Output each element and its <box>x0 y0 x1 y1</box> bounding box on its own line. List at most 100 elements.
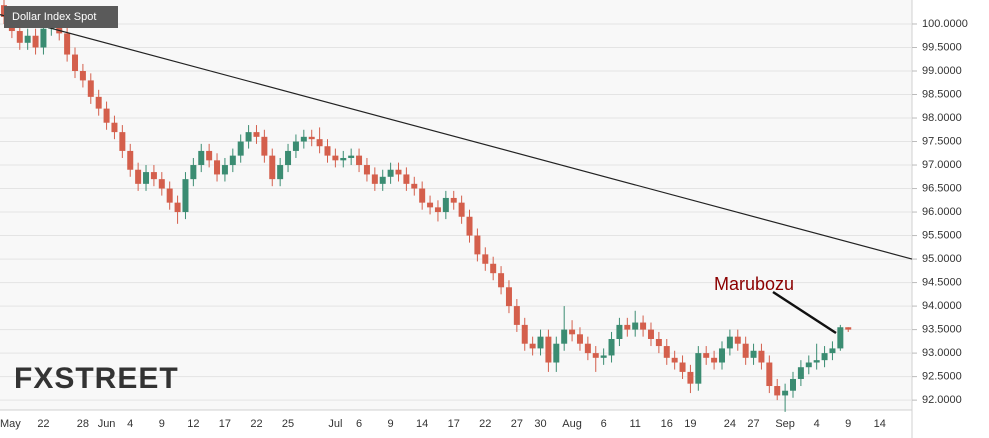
candle-body <box>348 155 355 158</box>
x-tick-label: 9 <box>159 418 165 430</box>
candle-body <box>647 329 654 340</box>
candle-body <box>442 197 449 213</box>
x-tick-label: 14 <box>874 418 886 430</box>
candle-body <box>190 165 197 180</box>
candle-body <box>40 28 47 48</box>
y-tick-label: 98.0000 <box>922 112 962 124</box>
candle-body <box>498 273 505 288</box>
candle-body <box>324 146 331 156</box>
candle-body <box>292 141 299 151</box>
candle-body <box>119 132 126 151</box>
x-tick-label: 24 <box>724 418 736 430</box>
candle-body <box>32 35 39 48</box>
x-tick-label: 12 <box>187 418 199 430</box>
candle-body <box>813 360 820 363</box>
candle-body <box>127 150 134 170</box>
candle-body <box>285 150 292 166</box>
candle-body <box>371 174 378 184</box>
candle-body <box>774 386 781 396</box>
candle-body <box>513 306 520 325</box>
candle-body <box>395 169 402 175</box>
x-tick-label: 27 <box>747 418 759 430</box>
candle-body <box>419 188 426 203</box>
candle-body <box>655 339 662 347</box>
candle-body <box>403 174 410 184</box>
candle-body <box>608 339 615 356</box>
candle-body <box>253 132 260 137</box>
candle-body <box>726 336 733 349</box>
x-tick-label: 22 <box>479 418 491 430</box>
y-tick-label: 93.0000 <box>922 347 962 359</box>
candle-body <box>703 353 710 358</box>
candle-body <box>356 155 363 166</box>
candle-body <box>111 122 118 133</box>
candle-body <box>182 179 189 213</box>
candle-body <box>679 362 686 372</box>
y-tick-label: 94.0000 <box>922 300 962 312</box>
candle-body <box>198 150 205 166</box>
candle-body <box>569 329 576 335</box>
candle-body <box>458 202 465 217</box>
y-tick-label: 93.5000 <box>922 324 962 336</box>
watermark: FXSTREET <box>14 362 179 395</box>
annotation: Marubozu <box>714 274 794 294</box>
x-tick-label: 22 <box>37 418 49 430</box>
candle-body <box>237 141 244 156</box>
candle-body <box>805 362 812 368</box>
y-tick-label: 92.5000 <box>922 371 962 383</box>
candle-body <box>206 150 213 161</box>
candle-body <box>734 336 741 344</box>
candle-body <box>797 367 804 379</box>
candle-body <box>821 353 828 361</box>
x-tick-label: 4 <box>127 418 133 430</box>
candle-body <box>592 353 599 358</box>
candle-body <box>474 235 481 255</box>
x-tick-label: 6 <box>601 418 607 430</box>
x-tick-label: 4 <box>814 418 820 430</box>
candle-body <box>245 132 252 142</box>
x-tick-label: Aug <box>562 418 582 430</box>
y-tick-label: 97.0000 <box>922 159 962 171</box>
candle-body <box>79 70 86 81</box>
candle-body <box>363 165 370 175</box>
candle-body <box>718 348 725 363</box>
x-tick-label: 6 <box>356 418 362 430</box>
candle-body <box>521 324 528 344</box>
x-tick-label: Sep <box>775 418 795 430</box>
candle-body <box>229 155 236 166</box>
candle-body <box>277 165 284 180</box>
candle-body <box>269 155 276 180</box>
y-tick-label: 96.0000 <box>922 206 962 218</box>
candle-body <box>72 54 79 71</box>
candle-body <box>340 157 347 161</box>
candle-body <box>135 169 142 184</box>
candle-body <box>545 336 552 363</box>
annotation-arrow <box>772 290 837 335</box>
candle-body <box>750 350 757 358</box>
candle-body <box>56 23 63 34</box>
candle-body <box>434 207 441 213</box>
candle-body <box>103 108 110 123</box>
candle-body <box>332 155 339 161</box>
candle-body <box>490 263 497 274</box>
candle-body <box>411 183 418 189</box>
candle-body <box>600 355 607 358</box>
candle-body <box>845 327 852 330</box>
x-tick-label: 14 <box>416 418 428 430</box>
candle-body <box>24 35 31 43</box>
candle-body <box>427 202 434 208</box>
candle-body <box>379 176 386 184</box>
candle-body <box>300 136 307 142</box>
candle-body <box>640 322 647 330</box>
candle-body <box>671 357 678 363</box>
candle-body <box>87 80 94 97</box>
candle-body <box>466 216 473 236</box>
candle-body <box>790 378 796 391</box>
x-tick-label: 9 <box>845 418 851 430</box>
candle-body <box>95 96 102 109</box>
x-tick-label: Jun <box>98 418 116 430</box>
x-tick-label: 17 <box>219 418 231 430</box>
x-tick-label: 25 <box>282 418 294 430</box>
x-tick-label: 17 <box>448 418 460 430</box>
trendline <box>0 13 913 260</box>
